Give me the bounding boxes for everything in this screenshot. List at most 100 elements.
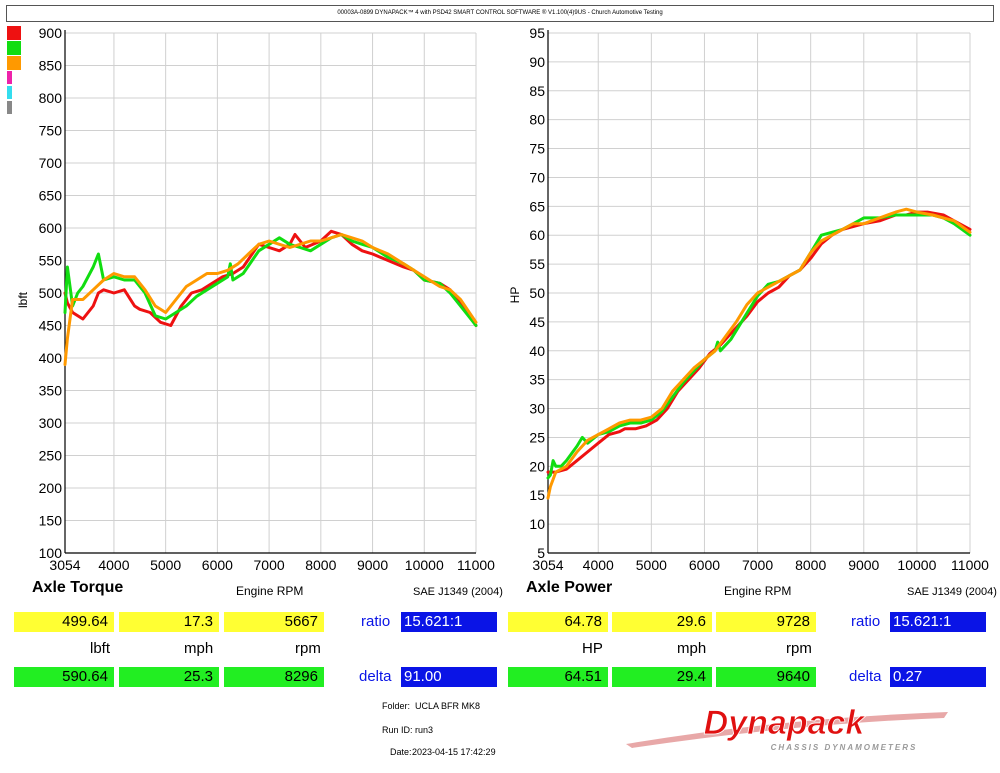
- power-ratio-value: 15.621:1: [890, 612, 986, 632]
- y-tick-label: 650: [39, 188, 63, 204]
- y-tick-label: 900: [39, 25, 63, 41]
- torque-chart-title: Axle Torque: [32, 579, 123, 596]
- y-tick-label: 100: [39, 545, 63, 561]
- series-line: [63, 233, 478, 327]
- series-line: [63, 233, 478, 366]
- x-tick-label: 11000: [951, 557, 989, 573]
- y-tick-label: 150: [39, 513, 63, 529]
- y-tick-label: 550: [39, 253, 63, 269]
- x-tick-label: 10000: [405, 557, 444, 573]
- unit-lbft: lbft: [90, 640, 111, 657]
- y-tick-label: 75: [529, 141, 545, 157]
- y-tick-label: 90: [529, 54, 545, 70]
- y-tick-label: 15: [529, 487, 545, 503]
- y-tick-label: 65: [529, 198, 545, 214]
- legend-swatch: [7, 86, 12, 99]
- y-tick-label: 700: [39, 155, 63, 171]
- delta-label: delta: [359, 668, 392, 685]
- y-tick-label: 85: [529, 83, 545, 99]
- torque-x-label: Engine RPM: [236, 584, 303, 598]
- y-tick-label: 200: [39, 480, 63, 496]
- legend-swatch: [7, 56, 21, 70]
- x-tick-label: 3054: [49, 557, 80, 573]
- x-tick-label: 4000: [583, 557, 614, 573]
- ratio-value: 15.621:1: [401, 612, 497, 632]
- y-tick-label: 30: [529, 401, 545, 417]
- power-rpm-readout-2: 9640: [716, 667, 816, 687]
- y-tick-label: 5: [537, 545, 545, 561]
- legend-swatch: [7, 101, 12, 114]
- y-tick-label: 800: [39, 90, 63, 106]
- power-note: SAE J1349 (2004): [907, 586, 997, 598]
- x-tick-label: 9000: [848, 557, 879, 573]
- date-value: 2023-04-15 17:42:29: [412, 747, 496, 757]
- date-label: Date:: [390, 747, 412, 757]
- power-y-label: HP: [508, 287, 522, 304]
- y-tick-label: 55: [529, 256, 545, 272]
- legend-swatch: [7, 71, 12, 84]
- folder-label: Folder:: [382, 701, 411, 711]
- x-tick-label: 8000: [305, 557, 336, 573]
- y-tick-label: 70: [529, 169, 545, 185]
- series-line: [546, 213, 972, 480]
- run-label: Run ID:: [382, 725, 413, 735]
- speed-readout-2: 25.3: [119, 667, 219, 687]
- power-chart-title: Axle Power: [526, 579, 612, 596]
- y-tick-label: 850: [39, 58, 63, 74]
- speed-readout-1: 17.3: [119, 612, 219, 632]
- unit-hp: HP: [582, 640, 603, 657]
- torque-readout-1: 499.64: [14, 612, 114, 632]
- x-tick-label: 3054: [532, 557, 563, 573]
- power-rpm-readout-1: 9728: [716, 612, 816, 632]
- power-x-label: Engine RPM: [724, 584, 791, 598]
- folder-value: UCLA BFR MK8: [415, 701, 481, 711]
- logo-subtext: CHASSIS DYNAMOMETERS: [771, 743, 918, 752]
- header-bar: 00003A-0899 DYNAPACK™ 4 with PSD42 SMART…: [6, 5, 994, 22]
- rpm-readout-1: 5667: [224, 612, 324, 632]
- power-delta-label: delta: [849, 668, 882, 685]
- x-tick-label: 6000: [689, 557, 720, 573]
- y-tick-label: 500: [39, 285, 63, 301]
- y-tick-label: 25: [529, 429, 545, 445]
- charts-canvas: 1001502002503003504004505005506006507007…: [7, 25, 997, 598]
- power-ratio-label: ratio: [851, 613, 881, 630]
- y-tick-label: 45: [529, 314, 545, 330]
- x-tick-label: 11000: [457, 557, 495, 573]
- y-tick-label: 300: [39, 415, 63, 431]
- y-tick-label: 80: [529, 112, 545, 128]
- power-speed-readout-2: 29.4: [612, 667, 712, 687]
- y-tick-label: 40: [529, 343, 545, 359]
- run-value: run3: [415, 725, 434, 735]
- x-tick-label: 7000: [254, 557, 285, 573]
- x-tick-label: 5000: [150, 557, 181, 573]
- y-tick-label: 35: [529, 372, 545, 388]
- x-tick-label: 10000: [897, 557, 936, 573]
- unit-mph: mph: [184, 640, 214, 657]
- torque-readout-2: 590.64: [14, 667, 114, 687]
- ratio-label: ratio: [361, 613, 391, 630]
- y-tick-label: 400: [39, 350, 63, 366]
- y-tick-label: 20: [529, 458, 545, 474]
- unit-rpm-2: rpm: [786, 640, 812, 657]
- y-tick-label: 450: [39, 318, 63, 334]
- legend-swatches: [7, 26, 21, 114]
- x-tick-label: 6000: [202, 557, 233, 573]
- x-tick-label: 7000: [742, 557, 773, 573]
- series-line: [63, 229, 478, 327]
- y-tick-label: 10: [529, 516, 545, 532]
- power-chart: 5 10 15 20 25 30 35 40 45 50 55 60 65 70 75 80 85 90 95 305…: [529, 25, 989, 573]
- unit-mph-2: mph: [677, 640, 707, 657]
- x-tick-label: 9000: [357, 557, 388, 573]
- series-line: [546, 207, 972, 500]
- power-readout-1: 64.78: [508, 612, 608, 632]
- x-tick-label: 4000: [98, 557, 129, 573]
- torque-chart: 100 150 200 250 300 350 400 450 500 550 600 650 700 7…: [39, 25, 496, 573]
- series-line: [546, 210, 972, 474]
- rpm-readout-2: 8296: [224, 667, 324, 687]
- power-speed-readout-1: 29.6: [612, 612, 712, 632]
- unit-rpm: rpm: [295, 640, 321, 657]
- dynapack-logo: Dynapack CHASSIS DYNAMOMETERS: [626, 704, 948, 752]
- torque-y-label: lbft: [16, 291, 30, 308]
- logo-text: Dynapack: [704, 704, 867, 742]
- legend-swatch: [7, 41, 21, 55]
